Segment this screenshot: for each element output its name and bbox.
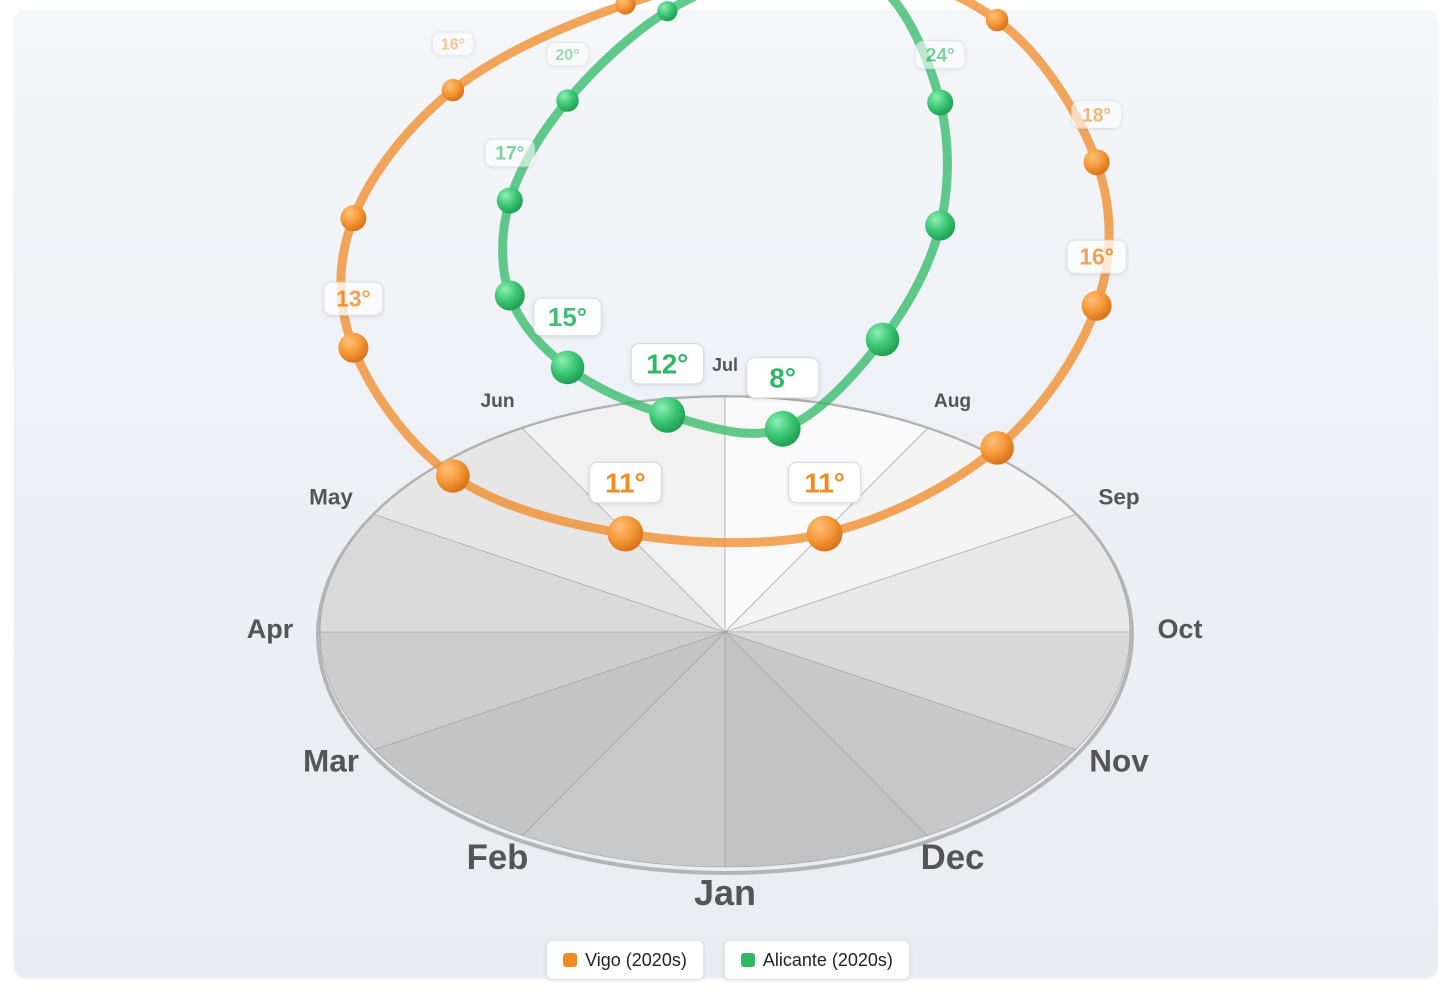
month-label-dec: Dec: [921, 838, 985, 877]
svg-text:15°: 15°: [548, 304, 587, 332]
month-label-may: May: [309, 485, 353, 510]
disc-wedge-aug: [724, 428, 1077, 633]
data-point-alicante-may[interactable]: [556, 89, 579, 112]
data-point-alicante-apr[interactable]: [496, 187, 523, 214]
data-point-alicante-feb[interactable]: [550, 350, 585, 385]
disc-wedge-nov: [724, 631, 1077, 836]
data-point-alicante-mar[interactable]: [494, 280, 525, 311]
data-point-alicante-oct[interactable]: [925, 210, 956, 241]
disc-wedge-mar: [319, 631, 726, 750]
svg-text:11°: 11°: [605, 467, 646, 498]
disc-wedge-jan: [521, 631, 726, 868]
svg-text:12°: 12°: [646, 349, 688, 380]
month-label-jun: Jun: [480, 391, 514, 412]
month-label-oct: Oct: [1157, 614, 1202, 644]
month-label-jul: Jul: [712, 355, 738, 375]
legend-item-vigo[interactable]: Vigo (2020s): [546, 940, 704, 980]
disc-wedge-dec: [724, 631, 929, 868]
month-label-apr: Apr: [247, 614, 294, 644]
series-layer: [336, 0, 1114, 552]
svg-text:8°: 8°: [769, 363, 796, 394]
month-label-aug: Aug: [934, 391, 971, 412]
data-point-vigo-jun[interactable]: [615, 0, 636, 15]
disc-wedge-sep: [724, 514, 1131, 633]
value-label-alicante-may: 20°: [546, 42, 589, 67]
data-point-vigo-may[interactable]: [441, 78, 465, 102]
value-label-alicante-dec: 8°: [746, 357, 820, 399]
value-label-vigo-mar: 13°: [323, 281, 384, 316]
month-labels: Jan Feb Mar Apr May Jun Jul Aug Sep Oct Nov Dec: [247, 355, 1203, 913]
svg-text:20°: 20°: [555, 46, 579, 64]
value-label-vigo-sep: 18°: [1071, 100, 1123, 129]
svg-text:24°: 24°: [926, 46, 955, 67]
value-label-alicante-sep: 24°: [914, 40, 966, 70]
legend-swatch-alicante: [740, 953, 755, 967]
data-point-vigo-feb[interactable]: [436, 459, 470, 493]
month-label-mar: Mar: [303, 743, 359, 779]
data-point-vigo-dec[interactable]: [806, 515, 843, 552]
month-label-nov: Nov: [1089, 743, 1149, 779]
svg-text:16°: 16°: [1079, 244, 1113, 270]
data-point-vigo-aug[interactable]: [985, 8, 1009, 32]
month-label-sep: Sep: [1098, 485, 1139, 510]
data-point-alicante-jan[interactable]: [649, 396, 686, 433]
svg-text:17°: 17°: [495, 144, 524, 165]
value-label-vigo-oct: 16°: [1066, 239, 1127, 274]
data-point-vigo-mar[interactable]: [338, 332, 369, 363]
data-point-vigo-nov[interactable]: [980, 431, 1014, 465]
svg-text:11°: 11°: [804, 467, 845, 498]
month-label-feb: Feb: [467, 838, 529, 877]
data-point-vigo-jan[interactable]: [607, 515, 644, 552]
data-point-vigo-sep[interactable]: [1083, 149, 1110, 176]
disc-wedge-apr: [319, 514, 726, 633]
legend-label-vigo: Vigo (2020s): [585, 949, 687, 970]
disc-wedge-jul: [724, 396, 929, 633]
legend: Vigo (2020s) Alicante (2020s): [0, 940, 1456, 980]
value-label-alicante-feb: 15°: [533, 297, 602, 337]
data-point-vigo-oct[interactable]: [1081, 290, 1112, 321]
value-label-vigo-dec: 11°: [788, 461, 862, 504]
month-label-jan: Jan: [694, 872, 756, 913]
legend-label-alicante: Alicante (2020s): [762, 949, 893, 970]
data-point-alicante-jun[interactable]: [657, 1, 678, 22]
data-point-alicante-dec[interactable]: [764, 410, 801, 447]
legend-item-alicante[interactable]: Alicante (2020s): [723, 940, 910, 980]
disc-wedge-feb: [373, 631, 726, 836]
value-label-alicante-apr: 17°: [484, 138, 536, 168]
data-point-vigo-apr[interactable]: [340, 205, 367, 232]
value-label-vigo-may: 16°: [431, 31, 475, 56]
data-point-alicante-sep[interactable]: [927, 89, 954, 116]
disc-wedge-oct: [724, 631, 1131, 750]
data-point-alicante-nov[interactable]: [865, 322, 900, 357]
value-label-vigo-jan: 11°: [588, 461, 662, 504]
legend-swatch-vigo: [563, 953, 578, 967]
value-labels: 11°13°16°18°21°21°18°16°11°12°15°17°20°2…: [323, 31, 1127, 504]
svg-text:16°: 16°: [441, 35, 465, 53]
svg-text:13°: 13°: [336, 286, 370, 312]
svg-text:18°: 18°: [1082, 105, 1111, 126]
value-label-alicante-jan: 12°: [630, 343, 704, 385]
disc-wedge-jun: [521, 396, 726, 633]
